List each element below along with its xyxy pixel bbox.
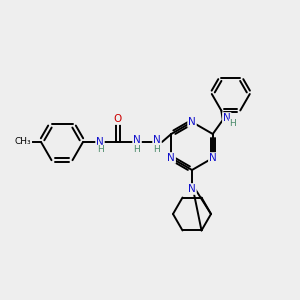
Text: N: N [167, 153, 175, 163]
Text: N: N [133, 135, 141, 145]
Text: N: N [209, 153, 217, 163]
Text: O: O [114, 114, 122, 124]
Text: H: H [97, 146, 104, 154]
Text: N: N [188, 184, 196, 194]
Text: N: N [153, 135, 161, 145]
Text: CH₃: CH₃ [15, 136, 31, 146]
Text: H: H [154, 145, 160, 154]
Text: H: H [134, 145, 140, 154]
Text: N: N [96, 137, 104, 147]
Text: N: N [188, 117, 196, 127]
Text: N: N [223, 113, 231, 123]
Text: H: H [230, 119, 236, 128]
